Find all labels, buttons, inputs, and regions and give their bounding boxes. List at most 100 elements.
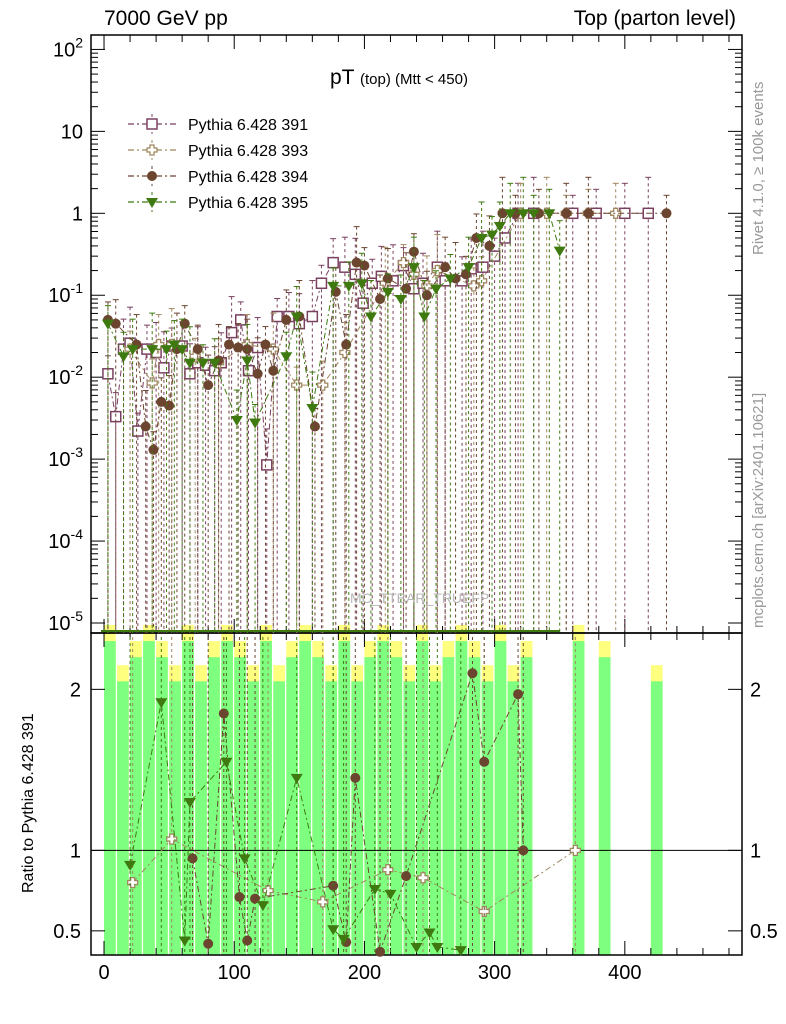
data-point: [553, 246, 566, 257]
data-point: [407, 263, 420, 274]
ratio-data-point: [256, 901, 269, 912]
data-point: [486, 230, 499, 241]
data-point: [242, 364, 255, 377]
x-ticks: 0 100 200 300 400: [98, 35, 730, 984]
data-point: [493, 221, 506, 232]
ratio-data-point: [218, 708, 229, 719]
ratio-band-stat: [234, 657, 246, 955]
ratio-band-stat: [403, 681, 416, 955]
x-tick-label: 200: [348, 962, 381, 984]
ratio-data-point: [431, 942, 444, 953]
data-point: [317, 379, 329, 391]
data-point: [421, 290, 432, 301]
data-point: [268, 365, 279, 376]
ratio-band-stat: [390, 657, 403, 955]
data-point: [260, 339, 271, 350]
ratio-bands: [104, 624, 663, 955]
data-point: [183, 358, 196, 369]
data-point: [610, 207, 622, 219]
ratio-data-point: [417, 872, 429, 884]
data-point: [146, 377, 158, 389]
data-point: [306, 310, 319, 323]
data-point: [140, 421, 151, 432]
ratio-data-point: [384, 889, 397, 900]
ratio-band-stat: [273, 681, 285, 955]
data-point: [309, 421, 320, 432]
data-point: [339, 346, 351, 359]
legend-entry: Pythia 6.428 393: [188, 143, 308, 160]
data-point: [117, 352, 130, 363]
ratio-y-tick-label-right: 2: [750, 679, 761, 701]
data-point: [484, 240, 495, 251]
legend: Pythia 6.428 391 Pythia 6.428 393 Pythia 6…: [128, 114, 308, 212]
ratio-series-line: [129, 702, 461, 951]
ratio-band-stat: [156, 657, 168, 955]
y-tick-label: 1: [72, 203, 83, 225]
data-point: [233, 342, 244, 353]
x-tick-label: 300: [478, 962, 511, 984]
data-point: [132, 425, 144, 437]
ratio-y-ticks: 0.5 0.5 1 1 2 2: [53, 679, 778, 943]
data-point: [444, 274, 457, 285]
ratio-band-stat: [507, 681, 520, 955]
data-point: [208, 358, 221, 369]
data-point: [561, 208, 572, 219]
mcplots-label: mcplots.cern.ch [arXiv:2401.10621]: [750, 392, 767, 628]
data-point: [249, 418, 262, 429]
ratio-band-stat: [169, 681, 181, 955]
ratio-data-point: [187, 853, 198, 864]
ratio-data-point: [337, 934, 350, 945]
data-point: [504, 209, 517, 220]
x-tick-label: 100: [218, 962, 251, 984]
series-3: [101, 176, 672, 633]
data-point: [375, 293, 386, 304]
data-point: [475, 233, 488, 244]
data-point: [230, 416, 243, 427]
ratio-data-point: [317, 896, 329, 908]
data-point: [164, 400, 175, 411]
ratio-band-stat: [442, 657, 455, 955]
ratio-y-tick-label: 0.5: [53, 921, 81, 943]
ratio-data-point: [569, 844, 581, 856]
header-right: Top (parton level): [573, 7, 736, 30]
ratio-band-stat: [208, 657, 220, 955]
ratio-data-point: [375, 946, 386, 957]
series-4: [101, 176, 566, 633]
data-point: [234, 314, 247, 326]
data-point: [315, 277, 328, 290]
legend-entry: Pythia 6.428 395: [188, 195, 308, 212]
data-point: [306, 404, 319, 415]
ratio-data-point: [479, 756, 490, 767]
ratio-data-point: [478, 905, 490, 918]
ratio-band-stat: [195, 681, 207, 955]
ratio-band-stat: [338, 641, 351, 955]
legend-marker: [146, 198, 158, 208]
ratio-band-stat: [416, 641, 429, 955]
ratio-y-tick-label: 2: [70, 679, 81, 701]
ratio-band-stat: [247, 681, 259, 955]
ratio-band-stat: [520, 657, 533, 955]
data-point: [339, 261, 351, 273]
plot-title-sub: (top) (Mtt < 450): [359, 71, 468, 88]
ratio-band-stat: [650, 681, 663, 955]
ratio-data-point: [401, 871, 412, 882]
data-point: [341, 339, 352, 350]
data-point: [366, 277, 378, 290]
data-point: [224, 339, 235, 350]
data-point: [146, 345, 159, 356]
data-point: [327, 281, 340, 292]
data-point: [196, 358, 209, 369]
ratio-band-stat: [455, 641, 468, 955]
ratio-data-point: [454, 946, 467, 957]
data-point: [241, 356, 254, 367]
ratio-y-tick-label-right: 1: [750, 840, 761, 862]
ratio-band-stat: [325, 681, 338, 955]
data-point: [381, 287, 394, 298]
ratio-band-stat: [468, 657, 481, 955]
data-point: [499, 232, 511, 244]
ratio-data-point: [183, 798, 196, 809]
rivet-version-label: Rivet 4.1.0, ≥ 100k events: [750, 81, 767, 255]
data-point: [110, 318, 121, 329]
ratio-data-point: [220, 757, 233, 768]
ratio-band-stat: [260, 641, 272, 955]
